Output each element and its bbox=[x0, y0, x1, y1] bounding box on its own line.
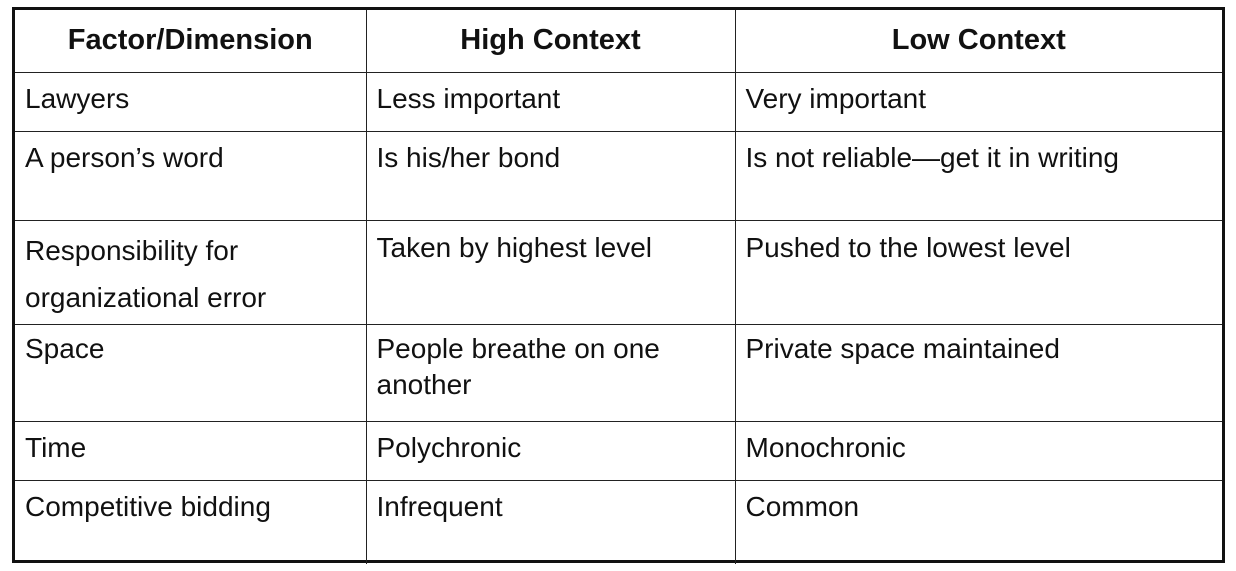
factor-cell: A person’s word bbox=[15, 131, 367, 221]
high-context-cell: Infrequent bbox=[365, 480, 736, 564]
low-context-cell: Pushed to the lowest level bbox=[734, 220, 1222, 325]
context-comparison-table-container: Factor/Dimension High Context Low Contex… bbox=[12, 7, 1225, 564]
table-row: Time Polychronic Monochronic bbox=[15, 421, 1222, 481]
header-low-context: Low Context bbox=[734, 10, 1222, 73]
factor-cell: Competitive bidding bbox=[15, 480, 367, 564]
factor-cell: Time bbox=[15, 421, 367, 481]
table-row: Space People breathe on one another Priv… bbox=[15, 324, 1222, 422]
high-context-cell: Is his/her bond bbox=[365, 131, 736, 221]
table-header-row: Factor/Dimension High Context Low Contex… bbox=[15, 10, 1222, 73]
low-context-cell: Very important bbox=[734, 72, 1222, 132]
high-context-cell: People breathe on one another bbox=[365, 324, 736, 422]
high-context-cell: Less important bbox=[365, 72, 736, 132]
low-context-cell: Monochronic bbox=[734, 421, 1222, 481]
low-context-cell: Is not reliable—get it in writing bbox=[734, 131, 1222, 221]
context-comparison-table: Factor/Dimension High Context Low Contex… bbox=[15, 10, 1222, 564]
table-row: A person’s word Is his/her bond Is not r… bbox=[15, 131, 1222, 221]
low-context-cell: Private space maintained bbox=[734, 324, 1222, 422]
header-high-context: High Context bbox=[365, 10, 736, 73]
table-row: Competitive bidding Infrequent Common bbox=[15, 480, 1222, 564]
table-row: Responsibility for organizational error … bbox=[15, 220, 1222, 325]
low-context-cell: Common bbox=[734, 480, 1222, 564]
factor-cell: Responsibility for organizational error bbox=[15, 220, 367, 325]
header-factor-dimension: Factor/Dimension bbox=[15, 10, 367, 73]
factor-cell: Space bbox=[15, 324, 367, 422]
table-row: Lawyers Less important Very important bbox=[15, 72, 1222, 132]
high-context-cell: Taken by highest level bbox=[365, 220, 736, 325]
high-context-cell: Polychronic bbox=[365, 421, 736, 481]
factor-cell: Lawyers bbox=[15, 72, 367, 132]
